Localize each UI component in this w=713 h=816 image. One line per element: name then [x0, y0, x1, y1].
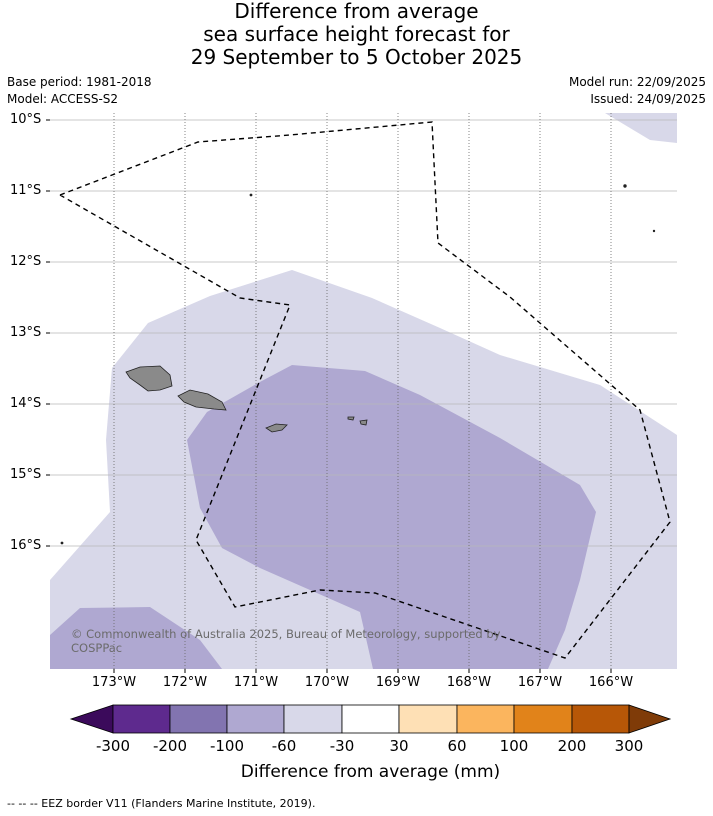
colorbar-tick-label: -300	[95, 737, 131, 755]
lon-label-166w: 166°W	[588, 675, 634, 690]
colorbar-bin-6	[398, 704, 458, 734]
meta-right: Model run: 22/09/2025 Issued: 24/09/2025	[569, 74, 706, 108]
colorbar-tick-label: 100	[499, 737, 529, 755]
colorbar-bin-1	[112, 704, 171, 734]
colorbar-bin-4	[283, 704, 343, 734]
lat-label-16s: 16°S	[10, 538, 42, 553]
lat-label-13s: 13°S	[10, 325, 42, 340]
map-title: Difference from average sea surface heig…	[0, 0, 713, 69]
island-upolu	[177, 389, 227, 411]
latitude-gridlines	[50, 119, 677, 547]
lat-label-12s: 12°S	[10, 254, 42, 269]
eez-legend-note: -- -- -- EEZ border V11 (Flanders Marine…	[7, 797, 316, 810]
island-small-2	[623, 184, 627, 188]
lon-label-171w: 171°W	[233, 675, 279, 690]
lat-label-10s: 10°S	[10, 112, 42, 127]
eez-borders	[59, 121, 671, 659]
lat-label-11s: 11°S	[10, 183, 42, 198]
contour-light-top-right	[605, 113, 677, 143]
colorbar-bin-5	[341, 704, 400, 734]
colorbar-tick-label: 200	[557, 737, 587, 755]
colorbar-title: Difference from average (mm)	[240, 762, 501, 782]
copyright-notice: © Commonwealth of Australia 2025, Bureau…	[71, 627, 501, 655]
contour-mid	[187, 365, 596, 669]
colorbar-tick-label: -200	[152, 737, 188, 755]
lat-ticks	[46, 119, 50, 547]
island-small-3	[652, 229, 656, 233]
colorbar-bin-7	[456, 704, 515, 734]
islands	[60, 184, 656, 545]
colorbar	[69, 704, 672, 734]
island-small-1	[249, 193, 253, 197]
contour-mid-bottom-left	[50, 607, 222, 669]
lon-label-168w: 168°W	[446, 675, 492, 690]
colorbar-tick-label: -60	[271, 737, 297, 755]
colorbar-extend-low	[69, 704, 114, 734]
lon-label-172w: 172°W	[162, 675, 208, 690]
island-savaii	[125, 365, 173, 392]
lon-label-169w: 169°W	[375, 675, 421, 690]
colorbar-bin-9	[571, 704, 630, 734]
colorbar-tick-label: 60	[447, 737, 467, 755]
lon-label-173w: 173°W	[91, 675, 137, 690]
colorbar-extend-high	[628, 704, 672, 734]
island-tutuila	[265, 423, 288, 433]
map-area	[50, 113, 677, 669]
colorbar-tick-label: 30	[389, 737, 409, 755]
issued-date: Issued: 24/09/2025	[590, 92, 706, 106]
colorbar-bin-8	[513, 704, 573, 734]
colorbar-bin-2	[169, 704, 228, 734]
lat-label-15s: 15°S	[10, 467, 42, 482]
island-small-4	[60, 541, 64, 545]
colorbar-bin-3	[226, 704, 285, 734]
title-line-3: 29 September to 5 October 2025	[190, 45, 523, 69]
colorbar-tick-label: -100	[209, 737, 245, 755]
eez-border-samoa	[59, 121, 671, 659]
title-line-2: sea surface height forecast for	[203, 22, 510, 46]
island-tau	[359, 419, 368, 426]
base-period: Base period: 1981-2018	[7, 75, 152, 89]
lat-label-14s: 14°S	[10, 396, 42, 411]
colorbar-tick-label: 300	[614, 737, 644, 755]
title-line-1: Difference from average	[234, 0, 479, 23]
lon-label-167w: 167°W	[517, 675, 563, 690]
island-ofu	[347, 416, 355, 421]
model-run: Model run: 22/09/2025	[568, 75, 706, 89]
colorbar-tick-label: -30	[329, 737, 355, 755]
lon-ticks	[113, 669, 612, 673]
lon-label-170w: 170°W	[304, 675, 350, 690]
meta-left: Base period: 1981-2018 Model: ACCESS-S2	[7, 74, 152, 108]
model-name: Model: ACCESS-S2	[7, 92, 119, 106]
